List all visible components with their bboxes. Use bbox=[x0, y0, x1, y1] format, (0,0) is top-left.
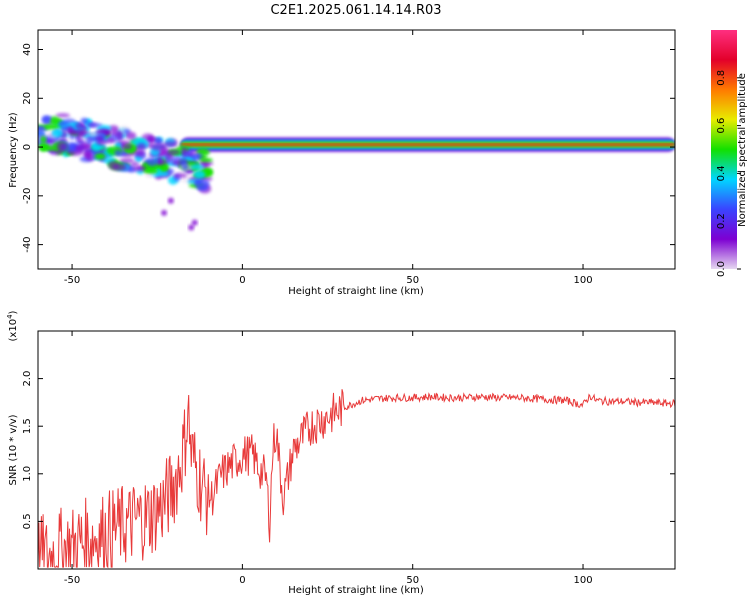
heatmap-blob bbox=[52, 129, 64, 137]
heatmap-blob bbox=[191, 154, 203, 161]
colorbar-tick-label: 0.0 bbox=[716, 261, 727, 277]
heatmap-blob bbox=[155, 171, 170, 177]
y-tick-label: 0.5 bbox=[22, 513, 33, 529]
heatmap-blob bbox=[58, 120, 65, 127]
snr-panel: -50 0 50 100 0.5 1.0 1.5 2.0 Height of straigh… bbox=[6, 310, 676, 596]
heatmap-blob bbox=[191, 219, 198, 226]
snr-y-multiplier-exp: 4 bbox=[6, 314, 14, 319]
heatmap-blob bbox=[95, 139, 107, 146]
heatmap-blob bbox=[44, 145, 61, 151]
heatmap-blob bbox=[134, 149, 146, 157]
heatmap-blob bbox=[167, 197, 174, 204]
heatmap-blob bbox=[163, 141, 178, 148]
heatmap-blob bbox=[56, 141, 67, 152]
heatmap-blob bbox=[130, 161, 139, 167]
x-tick-label: 100 bbox=[573, 275, 592, 286]
y-tick-label: 20 bbox=[22, 92, 33, 105]
heatmap-blob bbox=[122, 143, 132, 150]
heatmap-blob bbox=[164, 152, 174, 161]
snr-y-ticks: 0.5 1.0 1.5 2.0 bbox=[22, 371, 675, 529]
colorbar-tick-label: 0.4 bbox=[716, 165, 727, 181]
x-tick-label: 50 bbox=[406, 275, 419, 286]
snr-data-layer bbox=[38, 389, 675, 569]
heatmap-blob bbox=[132, 165, 147, 172]
colorbar-ticks: 0.0 0.2 0.4 0.6 0.8 bbox=[716, 70, 741, 277]
heatmap-x-ticks: -50 0 50 100 bbox=[64, 30, 593, 286]
heatmap-blob bbox=[108, 161, 119, 170]
colorbar-label: Normalized spectral amplitude bbox=[737, 73, 748, 227]
heatmap-blob bbox=[86, 122, 103, 127]
heatmap-data-layer bbox=[38, 113, 675, 231]
heatmap-blob bbox=[85, 154, 96, 162]
colorbar-tick-label: 0.6 bbox=[716, 118, 727, 134]
heatmap-blob bbox=[161, 209, 168, 216]
heatmap-blob bbox=[80, 117, 89, 125]
heatmap-panel: -50 0 50 100 -40 -20 0 20 40 Height of straight… bbox=[8, 29, 676, 297]
heatmap-y-label: Frequency (Hz) bbox=[8, 112, 19, 188]
heatmap-blob bbox=[136, 143, 147, 152]
y-tick-label: 2.0 bbox=[22, 371, 33, 387]
snr-frame bbox=[37, 330, 676, 570]
heatmap-blob bbox=[135, 155, 142, 163]
heatmap-blob bbox=[85, 136, 93, 145]
x-tick-label: 0 bbox=[239, 275, 245, 286]
heatmap-blob bbox=[143, 169, 159, 174]
heatmap-band bbox=[181, 143, 675, 146]
y-tick-label: 1.5 bbox=[22, 418, 33, 434]
y-tick-label: 1.0 bbox=[22, 466, 33, 482]
x-tick-label: 50 bbox=[406, 575, 419, 586]
heatmap-blob bbox=[116, 131, 124, 141]
heatmap-blob bbox=[49, 116, 60, 126]
heatmap-blob bbox=[194, 179, 210, 189]
snr-y-label: SNR (10 * v/v) bbox=[8, 414, 19, 485]
heatmap-frame bbox=[37, 29, 676, 270]
heatmap-blob bbox=[149, 142, 166, 151]
colorbar: 0.0 0.2 0.4 0.6 0.8 Normalized spectral ampl… bbox=[711, 30, 748, 277]
heatmap-blob bbox=[114, 150, 122, 156]
heatmap-blob bbox=[75, 144, 91, 151]
y-tick-label: 0 bbox=[22, 144, 33, 150]
heatmap-blob bbox=[199, 158, 213, 163]
x-tick-label: 100 bbox=[573, 575, 592, 586]
heatmap-blob bbox=[66, 125, 74, 134]
chart-title: C2E1.2025.061.14.14.R03 bbox=[270, 3, 441, 18]
colorbar-bar bbox=[711, 30, 737, 269]
heatmap-blob bbox=[38, 125, 45, 132]
heatmap-blob bbox=[157, 159, 167, 165]
heatmap-blob bbox=[173, 173, 187, 178]
heatmap-blob bbox=[182, 164, 189, 170]
heatmap-blob bbox=[40, 135, 47, 144]
heatmap-blob bbox=[119, 157, 135, 164]
heatmap-blob bbox=[125, 131, 137, 140]
heatmap-blob bbox=[55, 113, 70, 118]
heatmap-blob bbox=[190, 164, 205, 170]
x-tick-label: -50 bbox=[64, 275, 80, 286]
heatmap-blob bbox=[94, 153, 106, 160]
heatmap-y-ticks: -40 -20 0 20 40 bbox=[22, 43, 675, 253]
heatmap-blob bbox=[72, 128, 89, 136]
heatmap-blob bbox=[188, 224, 195, 231]
x-tick-label: 0 bbox=[239, 575, 245, 586]
snr-x-label: Height of straight line (km) bbox=[288, 585, 424, 596]
y-tick-label: -40 bbox=[22, 236, 33, 252]
snr-y-multiplier: (x104) bbox=[6, 310, 19, 341]
heatmap-blob bbox=[44, 139, 56, 144]
colorbar-tick-label: 0.2 bbox=[716, 213, 727, 229]
snr-y-multiplier-base: (x10 bbox=[8, 319, 19, 342]
heatmap-blob bbox=[193, 170, 206, 179]
y-tick-label: -20 bbox=[22, 188, 33, 204]
x-tick-label: -50 bbox=[64, 575, 80, 586]
heatmap-blob bbox=[104, 138, 116, 144]
y-tick-label: 40 bbox=[22, 43, 33, 56]
heatmap-blob bbox=[74, 122, 85, 130]
heatmap-blob bbox=[181, 147, 188, 158]
heatmap-blob bbox=[41, 115, 51, 123]
heatmap-x-label: Height of straight line (km) bbox=[288, 286, 424, 297]
snr-series-line bbox=[38, 389, 675, 569]
snr-x-ticks: -50 0 50 100 bbox=[64, 331, 593, 586]
heatmap-blob bbox=[146, 157, 158, 167]
snr-y-multiplier-close: ) bbox=[8, 310, 19, 314]
colorbar-tick-label: 0.8 bbox=[716, 70, 727, 86]
